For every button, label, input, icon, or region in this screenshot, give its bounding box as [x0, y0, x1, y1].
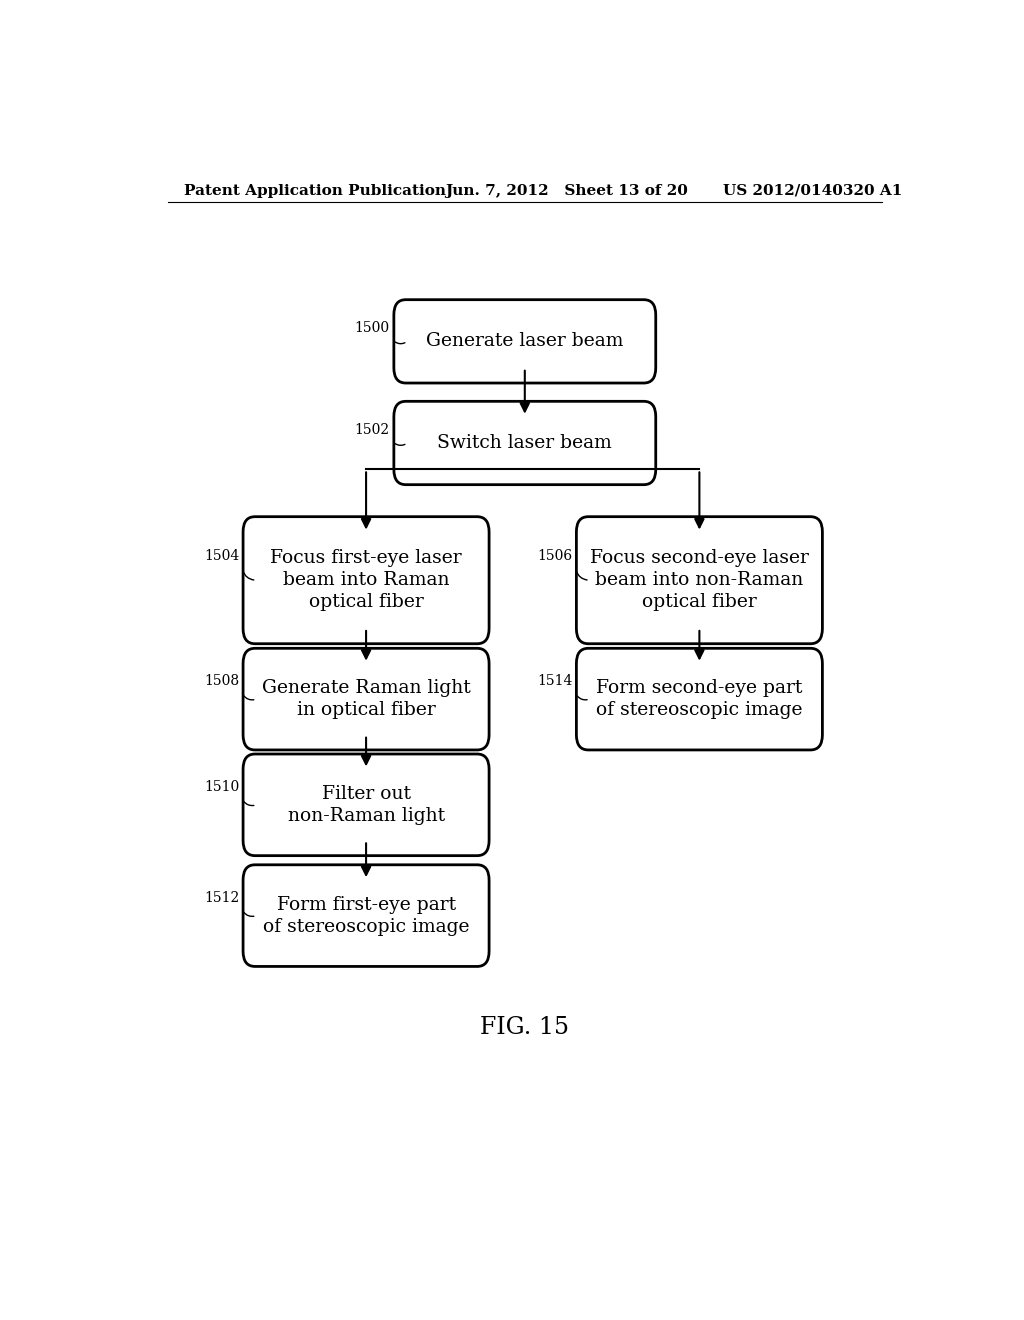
Text: US 2012/0140320 A1: US 2012/0140320 A1: [723, 183, 902, 198]
FancyBboxPatch shape: [577, 516, 822, 644]
FancyBboxPatch shape: [243, 754, 489, 855]
Text: 1512: 1512: [204, 891, 239, 904]
Text: Form first-eye part
of stereoscopic image: Form first-eye part of stereoscopic imag…: [263, 895, 469, 936]
FancyBboxPatch shape: [243, 865, 489, 966]
FancyBboxPatch shape: [243, 516, 489, 644]
FancyBboxPatch shape: [394, 300, 655, 383]
Text: Generate laser beam: Generate laser beam: [426, 333, 624, 350]
Text: Switch laser beam: Switch laser beam: [437, 434, 612, 451]
FancyBboxPatch shape: [394, 401, 655, 484]
Text: Jun. 7, 2012   Sheet 13 of 20: Jun. 7, 2012 Sheet 13 of 20: [445, 183, 688, 198]
Text: Filter out
non-Raman light: Filter out non-Raman light: [288, 784, 444, 825]
Text: FIG. 15: FIG. 15: [480, 1016, 569, 1039]
Text: Patent Application Publication: Patent Application Publication: [183, 183, 445, 198]
Text: 1504: 1504: [204, 549, 239, 564]
Text: 1500: 1500: [354, 321, 390, 335]
Text: 1514: 1514: [537, 675, 572, 688]
Text: 1508: 1508: [204, 675, 239, 688]
Text: Focus first-eye laser
beam into Raman
optical fiber: Focus first-eye laser beam into Raman op…: [270, 549, 462, 611]
Text: Focus second-eye laser
beam into non-Raman
optical fiber: Focus second-eye laser beam into non-Ram…: [590, 549, 809, 611]
FancyBboxPatch shape: [243, 648, 489, 750]
FancyBboxPatch shape: [577, 648, 822, 750]
Text: 1502: 1502: [354, 422, 390, 437]
Text: 1510: 1510: [204, 780, 239, 795]
Text: Generate Raman light
in optical fiber: Generate Raman light in optical fiber: [262, 678, 470, 719]
Text: 1506: 1506: [538, 549, 572, 564]
Text: Form second-eye part
of stereoscopic image: Form second-eye part of stereoscopic ima…: [596, 678, 803, 719]
